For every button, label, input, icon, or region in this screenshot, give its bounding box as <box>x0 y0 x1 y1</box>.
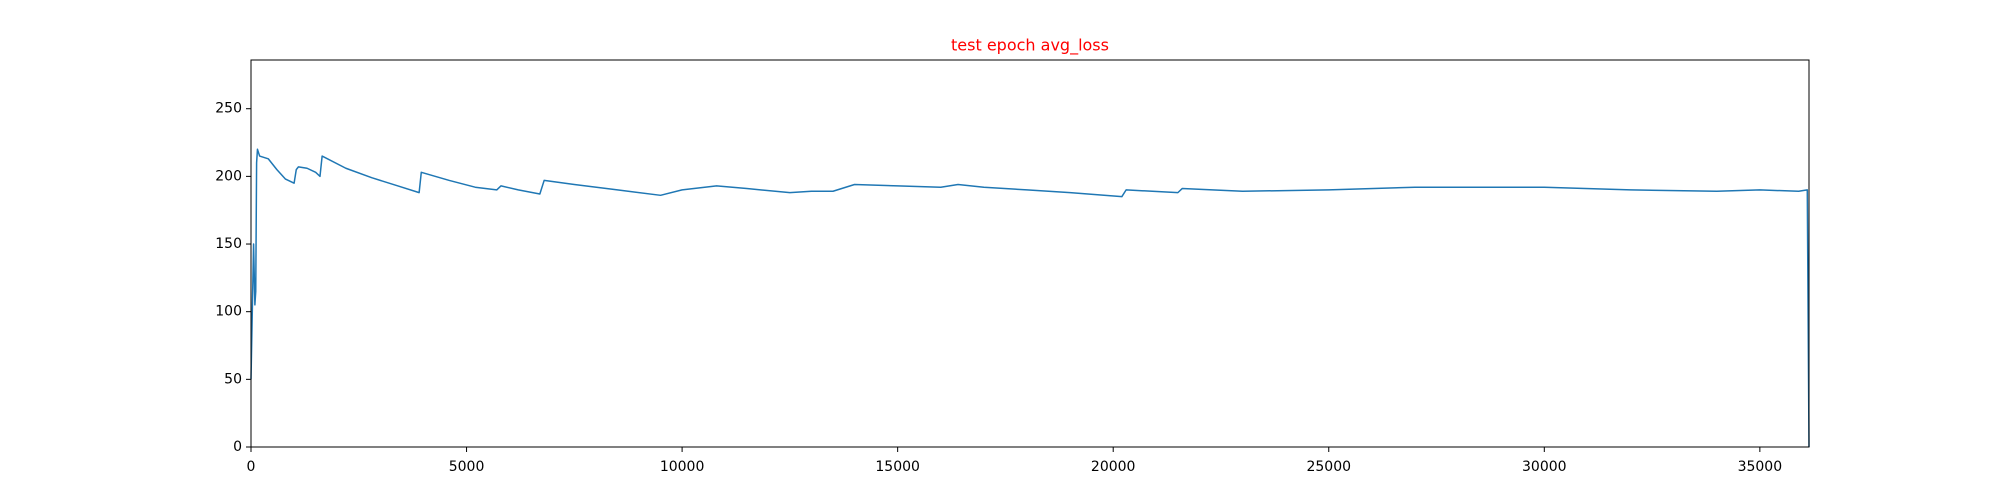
data-line <box>250 148 1810 448</box>
x-tick-label: 20000 <box>1091 459 1136 475</box>
y-tick-label: 100 <box>215 304 242 320</box>
y-tick-label: 250 <box>215 101 242 117</box>
x-tick-label: 35000 <box>1738 459 1783 475</box>
plot-frame <box>250 59 1810 448</box>
y-tick-label: 150 <box>215 236 242 252</box>
x-tick-label: 25000 <box>1306 459 1351 475</box>
x-tick-label: 15000 <box>875 459 920 475</box>
chart-title: test epoch avg_loss <box>951 36 1109 56</box>
x-tick-label: 5000 <box>449 459 485 475</box>
y-tick-label: 0 <box>233 439 242 455</box>
x-tick-label: 10000 <box>660 459 705 475</box>
y-tick-label: 50 <box>224 371 242 387</box>
x-tick-label: 30000 <box>1522 459 1567 475</box>
x-tick-label: 0 <box>247 459 256 475</box>
y-tick-label: 200 <box>215 168 242 184</box>
